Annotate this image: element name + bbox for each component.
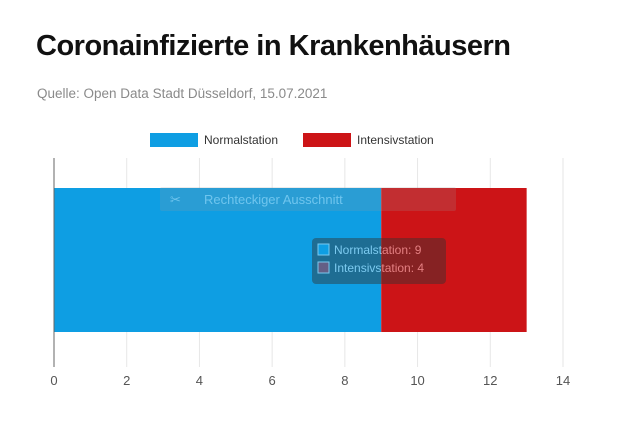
tooltip-background [312, 238, 446, 284]
bar-normalstation[interactable] [54, 188, 382, 332]
chart-title: Coronainfizierte in Krankenhäusern [36, 30, 511, 62]
chart-source: Quelle: Open Data Stadt Düsseldorf, 15.0… [37, 86, 328, 101]
legend-label-normalstation: Normalstation [204, 133, 278, 147]
tooltip-line-intensivstation: Intensivstation: 4 [334, 261, 424, 275]
tooltip-line-normalstation: Normalstation: 9 [334, 243, 422, 257]
legend-item-normalstation[interactable]: Normalstation [150, 133, 278, 147]
legend-item-intensivstation[interactable]: Intensivstation [303, 133, 434, 147]
snip-overlay[interactable]: ✂ Rechteckiger Ausschnitt [160, 187, 456, 211]
x-tick-label: 14 [556, 373, 570, 388]
legend-swatch-intensivstation [303, 133, 351, 147]
snip-overlay-label: Rechteckiger Ausschnitt [204, 192, 343, 207]
scissors-icon: ✂ [170, 192, 181, 207]
x-tick-label: 4 [196, 373, 203, 388]
bars[interactable] [54, 188, 527, 332]
x-tick-label: 10 [410, 373, 424, 388]
x-tick-label: 0 [50, 373, 57, 388]
legend[interactable]: Normalstation Intensivstation [150, 133, 434, 147]
x-tick-label: 12 [483, 373, 497, 388]
bar-intensivstation[interactable] [381, 188, 527, 332]
legend-label-intensivstation: Intensivstation [357, 133, 434, 147]
legend-swatch-normalstation [150, 133, 198, 147]
x-tick-label: 6 [269, 373, 276, 388]
x-tick-label: 8 [341, 373, 348, 388]
tooltip: Normalstation: 9 Intensivstation: 4 [312, 238, 446, 284]
x-axis-ticks: 0 2 4 6 8 10 12 14 [50, 373, 570, 388]
snip-overlay-background [160, 187, 456, 211]
x-tick-label: 2 [123, 373, 130, 388]
tooltip-swatch-normalstation [317, 243, 330, 256]
tooltip-swatch-intensivstation [317, 261, 330, 274]
